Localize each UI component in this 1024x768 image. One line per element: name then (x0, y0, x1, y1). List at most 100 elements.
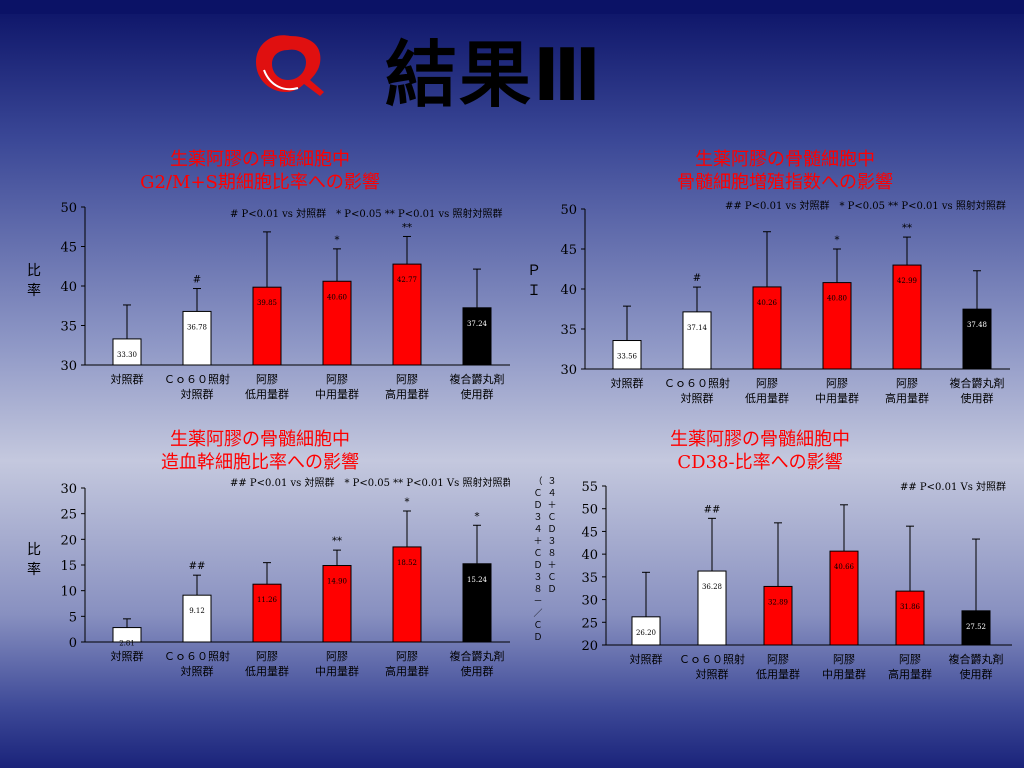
bar (829, 550, 859, 646)
y-axis-label: Ｃ (533, 621, 542, 631)
bar (112, 338, 142, 366)
y-tick-label: 45 (60, 241, 77, 256)
chart-g2m: 30 35 40 45 50 比率 # P<0.01 vs 対照群 * P<0.05 ** … (27, 201, 510, 401)
y-tick-label: 40 (60, 280, 77, 295)
bar (462, 563, 492, 643)
significance-mark: * (335, 235, 340, 246)
x-tick-label: 対照群 (630, 652, 663, 666)
x-tick-label: 高用量群 (888, 667, 932, 681)
bar (631, 616, 661, 646)
bar-value-label: 2.81 (119, 640, 135, 648)
chart-title: 生薬阿膠の骨髄細胞中 CD38-比率への影響 (560, 428, 960, 474)
y-tick-label: 45 (581, 525, 598, 540)
y-axis-label: ３ (533, 573, 542, 583)
y-axis-label: Ｃ (547, 513, 556, 523)
significance-mark: * (475, 511, 480, 522)
x-tick-label: 対照群 (611, 376, 644, 390)
bar (392, 546, 422, 643)
x-tick-label: Ｃｏ６０照射 (679, 652, 745, 666)
x-tick-label: Ｃｏ６０照射 (664, 376, 730, 390)
chart-title-line: 生薬阿膠の骨髄細胞中 (670, 429, 850, 450)
significance-mark: * (405, 497, 410, 508)
y-tick-label: 20 (60, 533, 77, 548)
y-axis-label: ８ (533, 585, 542, 595)
bar-value-label: 39.85 (257, 299, 277, 307)
x-tick-label: 中用量群 (815, 391, 859, 405)
y-axis-label: 比 (27, 542, 41, 558)
chart-pi: 30 35 40 45 50 ＰＩ ## P<0.01 vs 対照群 * P<0.05 **… (527, 199, 1010, 405)
significance-mark: ** (402, 222, 412, 233)
x-tick-label: 阿膠 (256, 373, 278, 386)
bar-value-label: 37.24 (467, 320, 488, 328)
y-axis-label: Ｄ (533, 501, 542, 511)
y-axis-label: Ｄ (547, 525, 556, 535)
chart-title: 生薬阿膠の骨髄細胞中 骨髄細胞増殖指数への影響 (585, 148, 985, 194)
chart-title-line: 生薬阿膠の骨髄細胞中 (170, 149, 350, 170)
bar-value-label: 40.80 (827, 295, 847, 303)
y-tick-label: 25 (581, 616, 598, 631)
y-axis-label: Ｄ (547, 585, 556, 595)
logo-icon (256, 35, 324, 96)
x-tick-label: 阿膠 (396, 650, 418, 663)
y-tick-label: 35 (60, 320, 77, 335)
bar-value-label: 11.26 (257, 596, 278, 604)
y-axis-label: Ｃ (533, 489, 542, 499)
bar (892, 264, 922, 370)
y-axis-label: Ｉ (527, 283, 541, 299)
x-tick-label: 使用群 (461, 387, 494, 401)
y-tick-label: 40 (581, 548, 598, 563)
bar-value-label: 40.60 (327, 293, 347, 301)
x-tick-label: 低用量群 (245, 664, 289, 678)
y-tick-label: 50 (581, 503, 598, 518)
chart-title-line: CD38-比率への影響 (677, 452, 843, 473)
y-tick-label: 30 (60, 359, 77, 374)
bar-value-label: 37.48 (967, 321, 987, 329)
y-tick-label: 50 (60, 201, 77, 216)
y-axis-label: ＋ (547, 500, 556, 511)
bar-value-label: 27.52 (966, 623, 986, 631)
y-tick-label: 55 (581, 480, 598, 495)
top-band (0, 0, 1024, 14)
bar (895, 590, 925, 646)
x-tick-label: 対照群 (181, 664, 214, 678)
bar (182, 594, 212, 643)
chart-title: 生薬阿膠の骨髄細胞中 造血幹細胞比率への影響 (60, 428, 460, 474)
bar-value-label: 26.20 (636, 629, 656, 637)
y-tick-label: 30 (560, 363, 577, 378)
bar (612, 340, 642, 370)
significance-note: ## P<0.01 vs 対照群 * P<0.05 ** P<0.01 Vs 照… (230, 476, 510, 489)
y-axis-label: ／ (533, 608, 542, 619)
bar-value-label: 36.78 (187, 323, 207, 331)
y-axis-label: ３ (533, 513, 542, 523)
bar (752, 286, 782, 370)
x-tick-label: 阿膠 (899, 653, 921, 666)
bar-value-label: 40.26 (757, 299, 778, 307)
chart-hsc: 0 5 10 15 20 25 30 比率 ## P<0.01 vs 対照群 * P<0.05 … (27, 476, 510, 678)
bar-value-label: 37.14 (687, 324, 708, 332)
x-tick-label: 低用量群 (245, 387, 289, 401)
bar (392, 263, 422, 366)
y-tick-label: 35 (581, 571, 598, 586)
x-tick-label: 対照群 (681, 391, 714, 405)
bar (962, 308, 992, 370)
bar-value-label: 15.24 (467, 576, 488, 584)
x-tick-label: 阿膠 (326, 650, 348, 663)
significance-mark: ** (902, 223, 912, 234)
bar-value-label: 32.89 (768, 598, 788, 606)
x-tick-label: Ｃｏ６０照射 (164, 372, 230, 386)
chart-title-line: 生薬阿膠の骨髄細胞中 (695, 149, 875, 170)
bar-value-label: 31.86 (900, 603, 921, 611)
y-axis-label: Ｄ (533, 561, 542, 571)
y-axis-label: ＋ (547, 560, 556, 571)
x-tick-label: 対照群 (111, 372, 144, 386)
bar-value-label: 33.30 (117, 351, 137, 359)
x-tick-label: 対照群 (696, 667, 729, 681)
y-tick-label: 25 (60, 508, 77, 523)
x-tick-label: 阿膠 (756, 377, 778, 390)
bar (112, 627, 142, 643)
y-axis-label: Ｃ (533, 549, 542, 559)
y-tick-label: 15 (60, 559, 77, 574)
bar-value-label: 14.90 (327, 578, 347, 586)
x-tick-label: 低用量群 (745, 391, 789, 405)
x-tick-label: 使用群 (461, 664, 494, 678)
